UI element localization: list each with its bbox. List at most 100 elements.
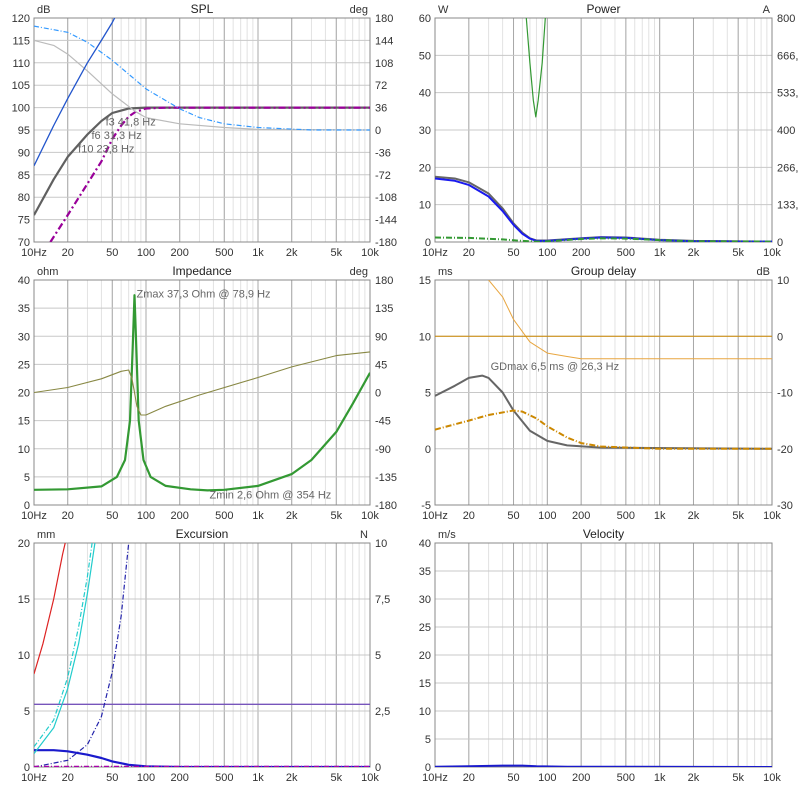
- right-tick-label: -135: [375, 472, 397, 484]
- x-tick-label: 100: [137, 510, 155, 522]
- x-tick-label: 20: [62, 772, 74, 784]
- x-tick-label: 100: [538, 510, 556, 522]
- x-tick-label: 10Hz: [422, 247, 448, 259]
- left-tick-label: 30: [419, 125, 431, 137]
- left-tick-label: 70: [18, 237, 30, 249]
- series-line-0: [435, 175, 772, 242]
- impedance-chart: Zmax 37,3 Ohm @ 78,9 Hz Zmin 2,6 Ohm @ 35…: [18, 264, 397, 522]
- x-tick-label: 5k: [732, 247, 744, 259]
- x-tick-label: 200: [171, 772, 189, 784]
- left-tick-label: 10: [419, 706, 431, 718]
- series-line-3: [525, 18, 546, 118]
- left-tick-label: 35: [18, 303, 30, 315]
- right-axis-unit: N: [360, 529, 368, 541]
- chart-title: Power: [586, 2, 620, 16]
- right-tick-label: -45: [375, 416, 391, 428]
- left-tick-label: 20: [18, 538, 30, 550]
- right-tick-label: 800: [777, 13, 795, 25]
- x-tick-label: 10Hz: [21, 772, 47, 784]
- left-tick-label: 5: [24, 472, 30, 484]
- right-tick-label: 0: [375, 762, 381, 774]
- left-axis-unit: m/s: [438, 529, 456, 541]
- left-tick-label: 100: [12, 103, 30, 115]
- left-tick-label: 120: [12, 13, 30, 25]
- left-tick-label: 20: [419, 162, 431, 174]
- left-tick-label: 15: [18, 416, 30, 428]
- x-tick-label: 50: [507, 247, 519, 259]
- x-tick-label: 20: [62, 510, 74, 522]
- left-tick-label: 90: [18, 147, 30, 159]
- right-tick-label: 135: [375, 303, 393, 315]
- left-tick-label: 10: [18, 444, 30, 456]
- series-group: [34, 294, 370, 492]
- annotation-0: f3 41,8 Hz: [106, 117, 156, 129]
- left-tick-label: 95: [18, 125, 30, 137]
- left-tick-label: 30: [18, 331, 30, 343]
- right-tick-label: -10: [777, 388, 793, 400]
- left-tick-label: 10: [419, 331, 431, 343]
- x-tick-label: 5k: [732, 510, 744, 522]
- x-tick-label: 500: [215, 510, 233, 522]
- x-tick-label: 1k: [252, 247, 264, 259]
- left-tick-label: 20: [419, 650, 431, 662]
- x-tick-label: 2k: [286, 772, 298, 784]
- left-tick-label: 15: [419, 275, 431, 287]
- x-tick-label: 50: [106, 510, 118, 522]
- annotation-0: Zmax 37,3 Ohm @ 78,9 Hz: [136, 288, 270, 300]
- annotation-0: GDmax 6,5 ms @ 26,3 Hz: [491, 361, 620, 373]
- left-tick-label: 25: [18, 359, 30, 371]
- x-tick-label: 2k: [688, 247, 700, 259]
- x-tick-label: 500: [215, 772, 233, 784]
- right-tick-label: 2,5: [375, 706, 390, 718]
- right-axis-unit: deg: [350, 266, 368, 278]
- left-tick-label: 20: [18, 388, 30, 400]
- x-tick-label: 10Hz: [21, 510, 47, 522]
- x-tick-label: 1k: [252, 772, 264, 784]
- left-tick-label: 115: [12, 35, 30, 47]
- x-tick-label: 50: [507, 510, 519, 522]
- x-tick-label: 20: [62, 247, 74, 259]
- left-tick-label: -5: [421, 500, 431, 512]
- series-line-1: [34, 351, 370, 416]
- chart-title: Velocity: [583, 527, 624, 541]
- x-tick-label: 2k: [688, 772, 700, 784]
- right-axis-unit: A: [763, 4, 771, 16]
- right-tick-label: 108: [375, 58, 393, 70]
- right-tick-label: -180: [375, 500, 397, 512]
- x-tick-label: 100: [538, 772, 556, 784]
- series-line-4: [34, 543, 93, 748]
- chart-title: Impedance: [172, 264, 232, 278]
- right-tick-label: 45: [375, 359, 387, 371]
- chart-title: SPL: [191, 2, 214, 16]
- right-tick-label: 144: [375, 35, 393, 47]
- left-axis-unit: ohm: [37, 266, 58, 278]
- right-tick-label: -72: [375, 170, 391, 182]
- plot-frame: [434, 279, 773, 506]
- x-tick-label: 20: [463, 247, 475, 259]
- right-tick-label: 10: [375, 538, 387, 550]
- series-line-4: [34, 18, 116, 167]
- left-tick-label: 35: [419, 566, 431, 578]
- x-tick-label: 200: [171, 247, 189, 259]
- velocity-chart: Velocity m/s 0 5 10 15 20 25 30 35 40 10Hz 20 50 100 20…: [419, 527, 782, 784]
- series-line-2: [34, 543, 66, 675]
- series-line-3: [34, 543, 96, 754]
- x-tick-label: 10k: [361, 247, 379, 259]
- left-tick-label: 0: [425, 762, 431, 774]
- x-tick-label: 2k: [688, 510, 700, 522]
- right-tick-label: 5: [375, 650, 381, 662]
- x-tick-label: 1k: [252, 510, 264, 522]
- right-tick-label: 0: [375, 388, 381, 400]
- series-line-1: [435, 409, 772, 450]
- x-tick-label: 20: [463, 772, 475, 784]
- right-tick-label: 7,5: [375, 594, 390, 606]
- plot-frame: [434, 17, 773, 243]
- x-tick-label: 1k: [654, 772, 666, 784]
- x-tick-label: 1k: [654, 510, 666, 522]
- right-tick-label: 10: [777, 275, 789, 287]
- left-tick-label: 60: [419, 13, 431, 25]
- right-tick-label: 533,: [777, 88, 798, 100]
- left-tick-label: 50: [419, 50, 431, 62]
- left-tick-label: 25: [419, 622, 431, 634]
